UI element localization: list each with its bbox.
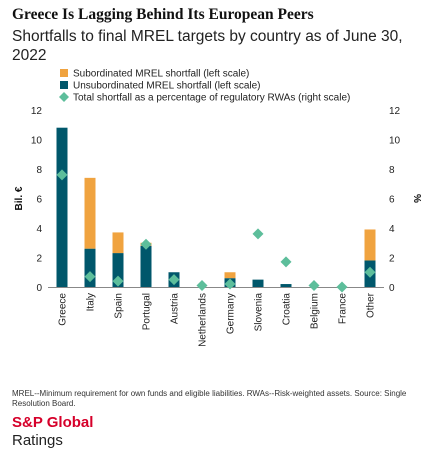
- y-tick-label-left: 6: [36, 195, 42, 206]
- point-total-pct: [84, 271, 96, 283]
- x-tick-label: Portugal: [142, 293, 153, 330]
- point-total-pct: [280, 256, 292, 268]
- point-total-pct: [364, 266, 376, 278]
- legend-label: Total shortfall as a percentage of regul…: [73, 93, 350, 104]
- y-tick-label-left: 10: [31, 136, 43, 147]
- y-tick-label-left: 12: [31, 106, 43, 117]
- bar-subordinated: [224, 272, 236, 279]
- axes: 0 0 2 2 4 4 6 6 8 8 10 10 12 12 Bil. € % Greece Italy Spai…: [14, 106, 422, 347]
- x-tick-label: Belgium: [310, 293, 321, 329]
- chart: Subordinated MREL shortfall (left scale)…: [14, 69, 422, 347]
- x-tick-label: Other: [366, 292, 377, 318]
- y-tick-label-right: 2: [389, 254, 395, 265]
- point-total-pct: [112, 275, 124, 287]
- y-tick-label-right: 6: [389, 195, 395, 206]
- point-total-pct: [168, 274, 180, 286]
- y-tick-label-left: 4: [36, 224, 42, 235]
- y-tick-label-right: 10: [389, 136, 401, 147]
- point-total-pct: [196, 280, 208, 292]
- y-tick-label-right: 4: [389, 224, 395, 235]
- brand-logo-text: S&P Global: [12, 414, 94, 431]
- y-tick-label-left: 2: [36, 254, 42, 265]
- point-total-pct: [336, 281, 348, 293]
- x-tick-label: Spain: [114, 293, 125, 319]
- bar-subordinated: [112, 232, 124, 254]
- point-total-pct: [252, 228, 264, 240]
- bar-unsubordinated: [56, 127, 68, 287]
- legend-marker: [59, 92, 69, 102]
- brand-ratings-text: Ratings: [12, 432, 63, 449]
- legend-label: Unsubordinated MREL shortfall (left scal…: [73, 81, 261, 92]
- chart-title: Greece Is Lagging Behind Its European Pe…: [12, 6, 314, 23]
- legend-swatch: [60, 69, 68, 77]
- y-tick-label-right: 12: [389, 106, 401, 117]
- x-tick-label: Slovenia: [254, 293, 265, 332]
- y-tick-label-right: 0: [389, 283, 395, 294]
- legend-swatch: [60, 81, 68, 89]
- point-total-pct: [56, 169, 68, 181]
- bar-unsubordinated: [140, 245, 152, 287]
- y-tick-label-left: 0: [36, 283, 42, 294]
- legend: Subordinated MREL shortfall (left scale)…: [59, 69, 350, 104]
- y-axis-label-right: %: [411, 194, 422, 203]
- x-tick-label: Germany: [226, 293, 237, 334]
- y-tick-label-right: 8: [389, 165, 395, 176]
- bar-subordinated: [84, 177, 96, 249]
- point-total-pct: [308, 280, 320, 292]
- legend-label: Subordinated MREL shortfall (left scale): [73, 69, 249, 80]
- point-total-pct: [224, 278, 236, 290]
- x-tick-label: Greece: [58, 293, 69, 326]
- x-tick-label: Croatia: [282, 293, 293, 326]
- x-tick-label: Netherlands: [198, 293, 209, 347]
- chart-subtitle: Shortfalls to final MREL targets by coun…: [12, 28, 403, 64]
- bar-unsubordinated: [280, 284, 292, 287]
- x-tick-label: Austria: [170, 293, 181, 325]
- y-axis-label-left: Bil. €: [14, 186, 25, 210]
- bar-unsubordinated: [112, 253, 124, 287]
- bar-subordinated: [364, 229, 376, 261]
- bar-unsubordinated: [252, 279, 264, 287]
- x-tick-label: France: [338, 293, 349, 325]
- bar-unsubordinated: [84, 248, 96, 287]
- x-tick-label: Italy: [86, 293, 97, 311]
- y-tick-label-left: 8: [36, 165, 42, 176]
- markers: [56, 169, 376, 293]
- footnote: MREL--Minimum requirement for own funds …: [12, 389, 407, 408]
- point-total-pct: [140, 238, 152, 250]
- bars: [56, 127, 376, 287]
